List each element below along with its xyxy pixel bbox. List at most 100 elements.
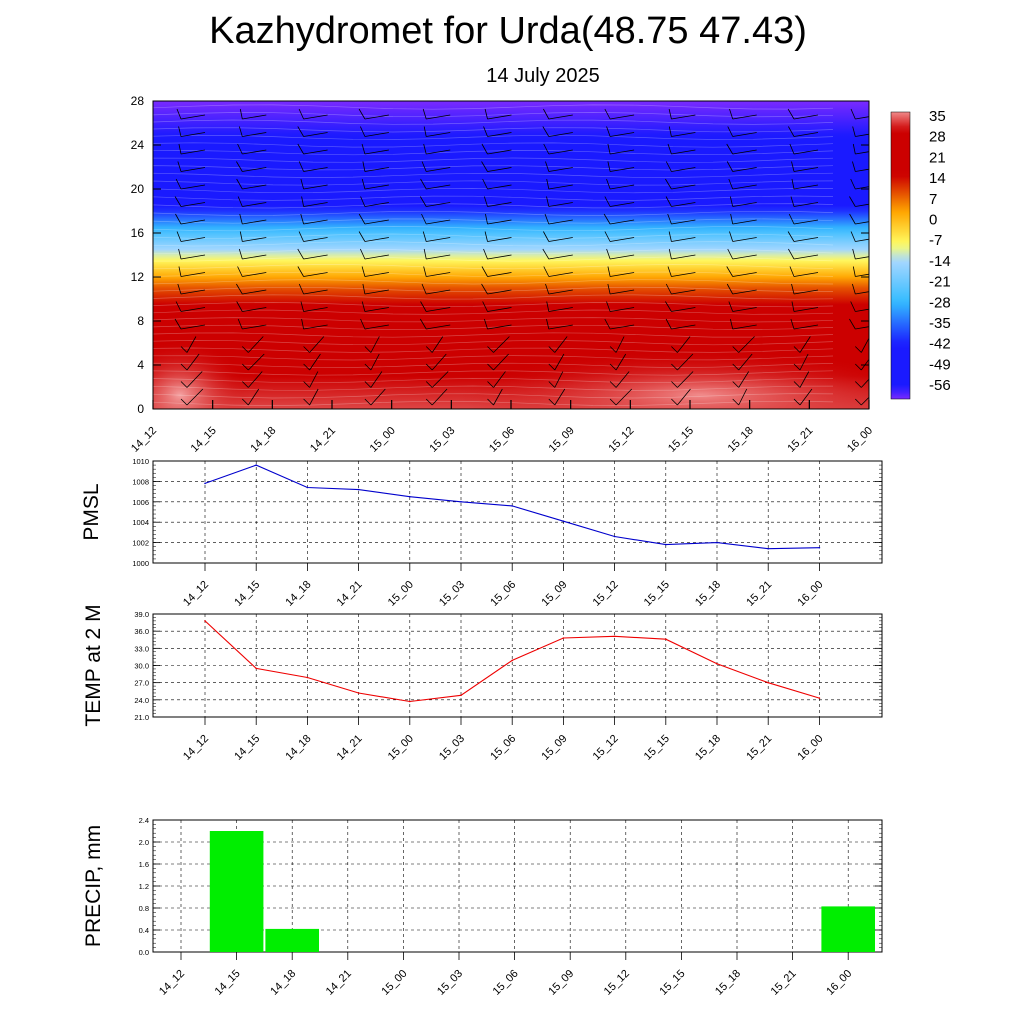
contour-line xyxy=(153,362,834,368)
y-tick-label: 0 xyxy=(137,402,144,416)
wind-barb xyxy=(543,266,573,277)
series-line xyxy=(204,464,820,550)
wind-barb xyxy=(671,388,691,406)
wind-barb xyxy=(609,388,633,406)
wind-barb xyxy=(239,108,267,120)
colorbar-tick-label: -28 xyxy=(929,294,951,311)
precip-bar xyxy=(265,928,319,952)
wind-barb xyxy=(546,178,573,190)
wind-barb xyxy=(849,318,869,330)
wind-barb xyxy=(237,318,267,330)
y-tick-label: 4 xyxy=(137,358,144,372)
y-tick-label: 1004 xyxy=(132,518,149,527)
data-point xyxy=(511,659,513,662)
wind-barb xyxy=(789,266,819,277)
wind-barb xyxy=(242,371,263,388)
x-tick-label: 15_09 xyxy=(547,425,577,455)
wind-barb xyxy=(665,196,696,207)
colorbar-tick-label: -7 xyxy=(929,232,942,249)
wind-barb xyxy=(297,143,328,155)
wind-barb xyxy=(852,143,869,155)
contour-line xyxy=(153,233,834,239)
contour-line xyxy=(153,286,834,292)
contour-line xyxy=(153,210,834,216)
y-tick-label: 20 xyxy=(131,182,145,196)
x-tick-label: 15_09 xyxy=(546,968,576,998)
data-point xyxy=(716,663,718,665)
wind-barb xyxy=(421,213,451,225)
x-tick-label: 15_21 xyxy=(744,579,774,609)
wind-barb xyxy=(425,388,448,406)
wind-barb xyxy=(729,196,757,207)
x-tick-label: 14_21 xyxy=(324,968,354,998)
wind-barb xyxy=(301,318,328,330)
wind-barb xyxy=(665,301,696,312)
wind-barb xyxy=(487,353,509,371)
x-tick-label: 15_06 xyxy=(488,579,518,609)
x-tick-label: 14_12 xyxy=(181,733,211,763)
colorbar-tick-label: -42 xyxy=(929,336,951,353)
wind-barb xyxy=(729,318,757,330)
wind-barb xyxy=(849,196,869,207)
contour-line xyxy=(153,165,834,171)
data-point xyxy=(665,638,667,640)
wind-barb xyxy=(300,213,328,225)
wind-barb xyxy=(300,178,328,190)
y-tick-label: 0.8 xyxy=(139,904,149,913)
x-tick-label: 14_21 xyxy=(335,579,365,609)
x-tick-label: 15_06 xyxy=(488,733,518,763)
wind-barb xyxy=(236,178,267,190)
wind-barb xyxy=(180,388,204,406)
wind-barb xyxy=(730,213,757,225)
wind-barb xyxy=(545,161,573,172)
precip-panel: 0.0 0.4 0.8 1.2 1.6 2.0 2.4 14_12 14_15 14_18 14_2… xyxy=(82,816,883,998)
data-point xyxy=(460,694,462,697)
wind-barb xyxy=(176,231,206,242)
wind-barb xyxy=(364,371,383,388)
wind-barb xyxy=(543,108,573,120)
x-tick-label: 15_09 xyxy=(539,733,569,763)
y-tick-label: 27.0 xyxy=(134,679,149,688)
y-tick-label: 0.0 xyxy=(139,948,149,957)
colorbar: 35 28 21 14 7 0 -7 -14 -21 -28 -35 -42 -49 -56 xyxy=(890,108,951,400)
contour-line xyxy=(153,317,834,323)
wind-barb xyxy=(239,213,267,225)
x-tick-label: 15_03 xyxy=(435,968,465,998)
wind-barb xyxy=(303,336,325,353)
wind-barb xyxy=(668,231,696,242)
x-tick-label: 14_15 xyxy=(232,733,262,763)
y-tick-label: 2.0 xyxy=(139,838,149,847)
y-axis-label: PRECIP, mm xyxy=(82,825,105,947)
wind-barb xyxy=(544,213,573,225)
wind-barb xyxy=(850,231,869,242)
colorbar-tick-label: 35 xyxy=(929,108,946,125)
contour-line xyxy=(153,218,834,224)
data-point xyxy=(255,464,257,466)
y-tick-label: 21.0 xyxy=(134,713,149,722)
x-tick-label: 16_00 xyxy=(824,968,854,998)
wind-barb xyxy=(361,301,389,312)
data-point xyxy=(818,697,821,699)
wind-barb xyxy=(667,266,696,277)
y-tick-label: 12 xyxy=(131,270,145,284)
wind-barb xyxy=(788,248,819,260)
wind-barb xyxy=(482,178,512,190)
x-tick-label: 15_00 xyxy=(386,733,416,763)
wind-barb xyxy=(667,143,696,155)
data-point xyxy=(255,667,257,670)
precip-bar xyxy=(821,906,875,952)
wind-barb xyxy=(238,126,267,137)
wind-barb xyxy=(546,318,573,330)
wind-barb xyxy=(726,283,757,295)
wind-barb xyxy=(850,178,869,190)
wind-barb xyxy=(852,161,869,172)
wind-barb xyxy=(422,108,451,120)
wind-barb xyxy=(789,143,819,155)
wind-barb xyxy=(606,301,635,312)
wind-barb xyxy=(793,353,809,371)
colorbar-tick-label: -49 xyxy=(929,356,951,373)
wind-barb xyxy=(177,283,206,295)
colorbar-tick-label: 14 xyxy=(929,170,946,187)
wind-barb xyxy=(671,353,694,371)
wind-barb xyxy=(545,283,573,295)
